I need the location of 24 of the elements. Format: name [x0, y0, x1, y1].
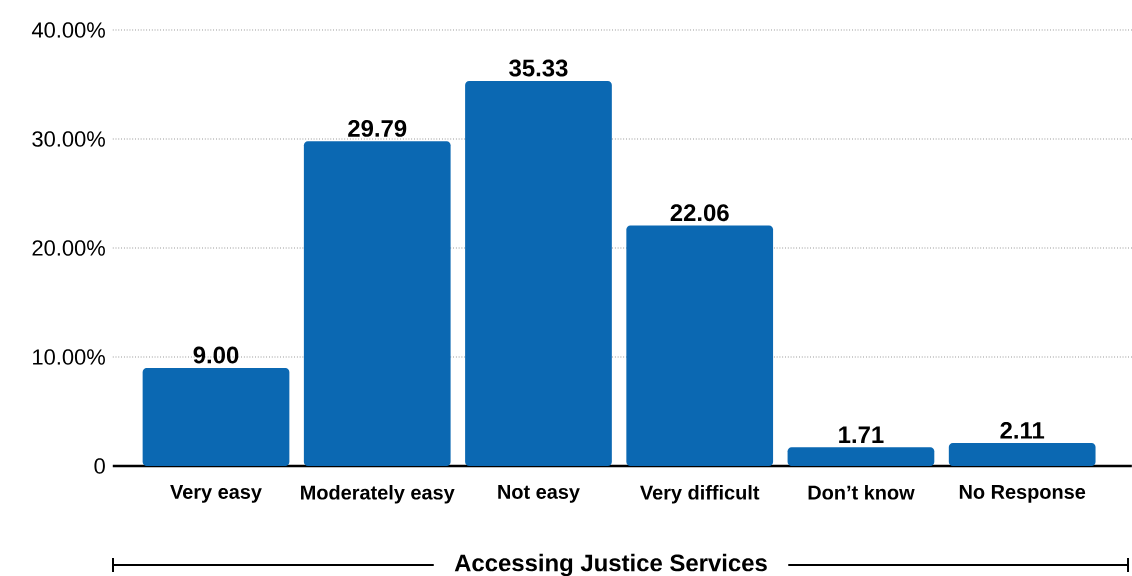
bar: [626, 225, 774, 466]
data-label: 22.06: [670, 204, 729, 222]
data-label: 9.00: [193, 346, 239, 364]
x-tick-label: Don’t know: [808, 485, 915, 500]
bar: [787, 447, 935, 466]
x-axis-title: Accessing Justice Services: [454, 553, 767, 576]
x-tick-label: Moderately easy: [301, 485, 455, 504]
y-tick-label: 20.00%: [32, 240, 105, 256]
bar: [465, 80, 612, 466]
x-tick-label: No Response: [959, 484, 1086, 503]
data-label: 35.33: [509, 59, 568, 77]
x-tick-label: Very easy: [170, 484, 262, 503]
data-label: 1.71: [839, 426, 884, 443]
bar: [142, 367, 290, 466]
bar: [948, 443, 1096, 466]
y-tick-label: 10.00%: [33, 349, 105, 365]
y-tick-label: 0: [94, 458, 105, 474]
y-tick-label: 30.00%: [32, 131, 105, 147]
x-tick-label: Not easy: [498, 484, 580, 503]
data-label: 2.11: [1000, 421, 1045, 439]
data-label: 29.79: [348, 119, 407, 137]
bar: [303, 141, 451, 466]
x-tick-label: Very difficult: [640, 485, 760, 504]
y-tick-label: 40.00%: [31, 22, 105, 38]
